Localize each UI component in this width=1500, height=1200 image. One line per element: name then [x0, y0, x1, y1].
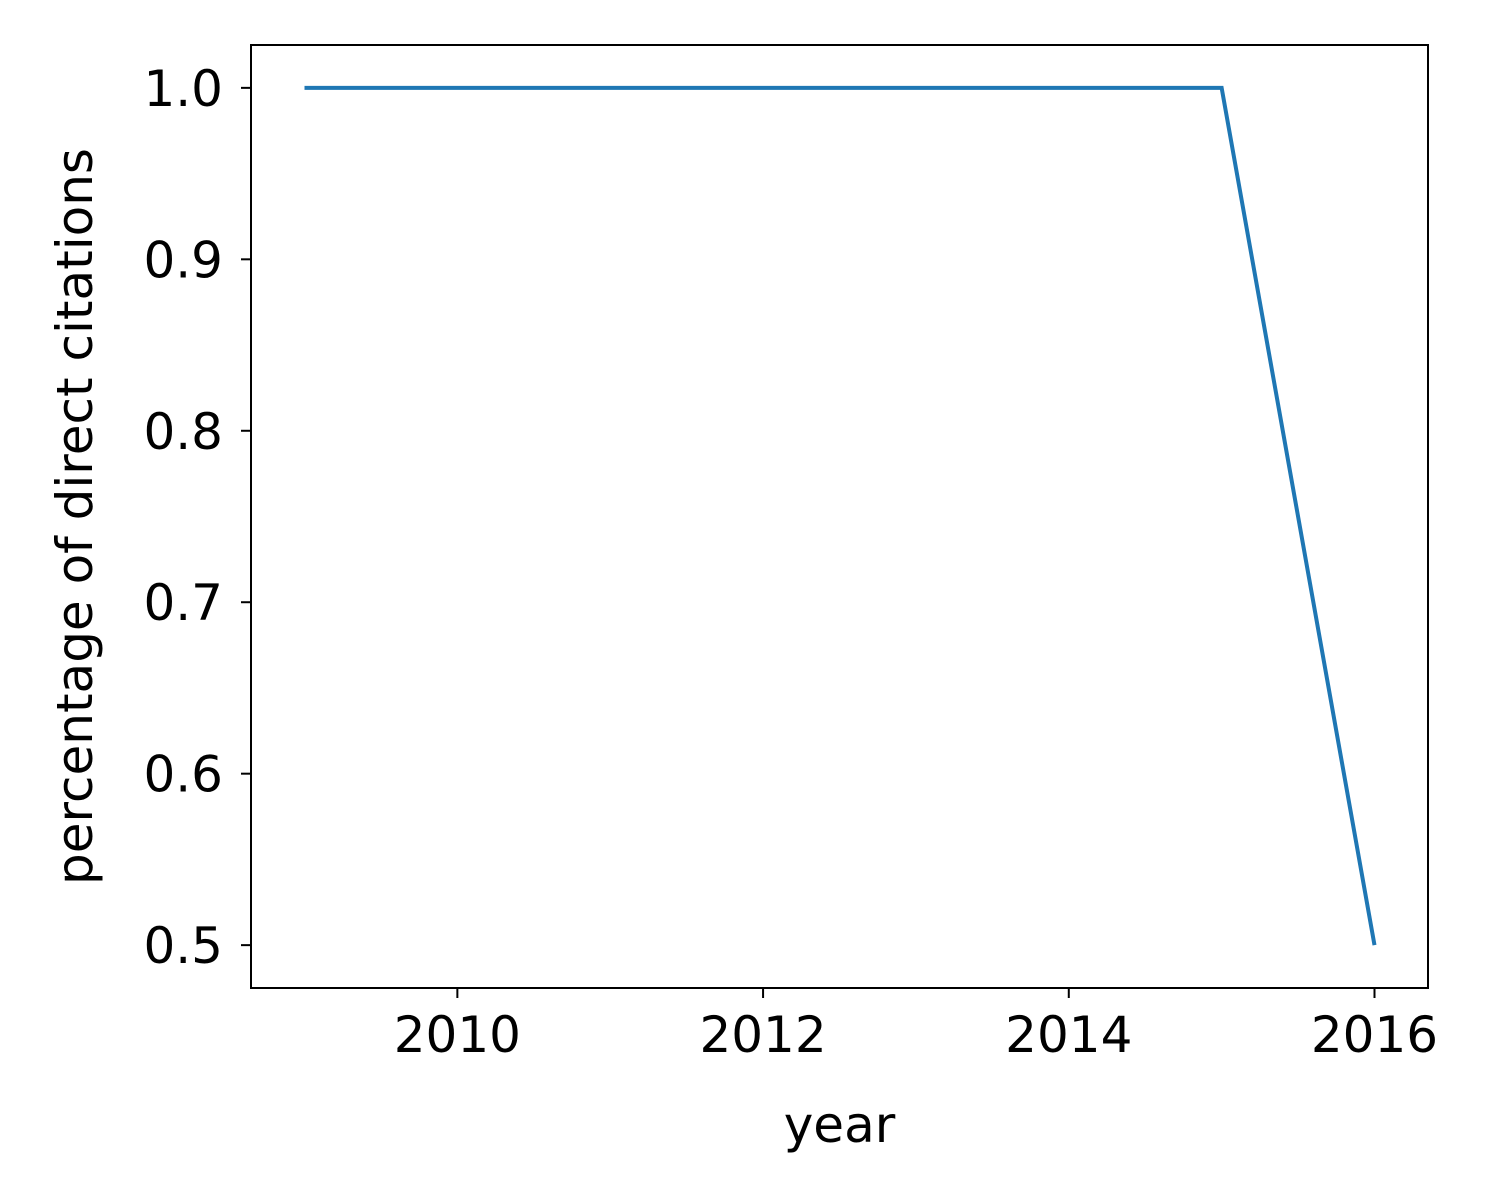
- plot-background: [251, 45, 1428, 988]
- plot-frame: [250, 44, 1429, 989]
- series-line-direct-citations: [304, 85, 1377, 946]
- x-tick-label: 2014: [1005, 1006, 1132, 1064]
- y-tick-label: 0.8: [143, 403, 223, 461]
- y-axis-ticks: 0.5 0.6 0.7 0.8 0.9 1.0: [143, 60, 251, 975]
- y-axis-label: percentage of direct citations: [46, 148, 104, 885]
- x-tick-label: 2016: [1311, 1006, 1438, 1064]
- x-axis-label: year: [784, 1096, 896, 1154]
- series-layer: [304, 85, 1377, 946]
- x-axis-ticks: 2010 2012 2014 2016: [394, 988, 1438, 1064]
- y-tick-label: 0.9: [143, 231, 223, 289]
- y-tick-label: 0.5: [143, 917, 223, 975]
- x-tick-label: 2012: [699, 1006, 826, 1064]
- y-tick-label: 0.6: [143, 746, 223, 804]
- y-tick-label: 1.0: [143, 60, 223, 118]
- x-tick-label: 2010: [394, 1006, 521, 1064]
- y-tick-label: 0.7: [143, 574, 223, 632]
